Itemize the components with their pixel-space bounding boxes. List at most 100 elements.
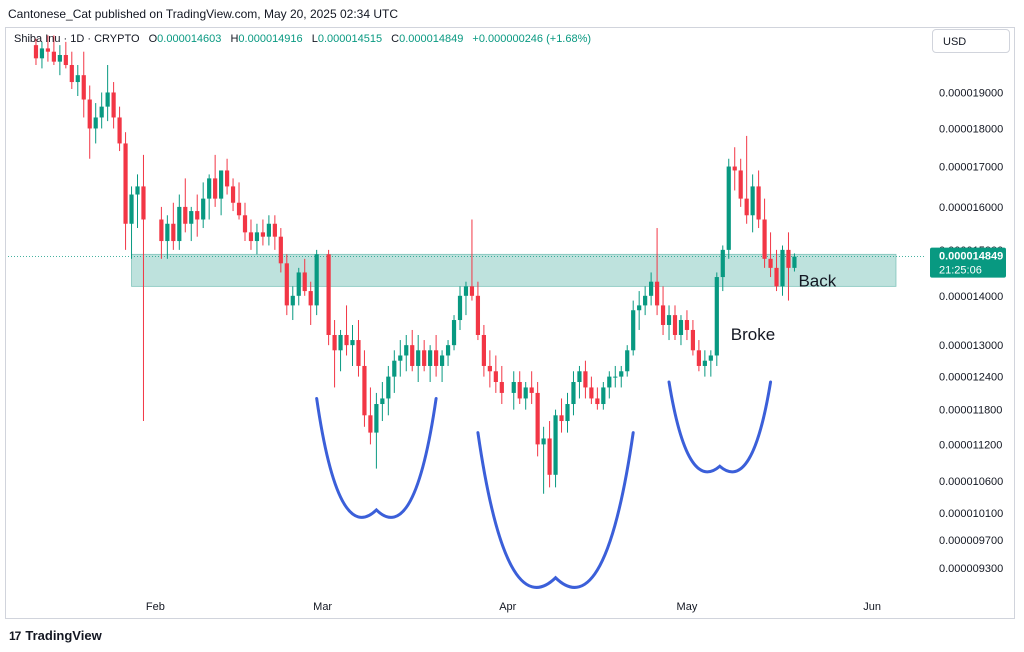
candle-body xyxy=(529,387,534,393)
candle-body xyxy=(553,415,558,475)
candle-body xyxy=(649,281,654,296)
candle-2025-01-13 xyxy=(39,41,45,69)
candle-body xyxy=(177,206,182,242)
low-value: 0.000014515 xyxy=(317,33,383,45)
candle-2025-03-26 xyxy=(469,219,475,301)
candle-2025-02-21 xyxy=(272,215,277,250)
candle-2025-03-13 xyxy=(392,350,397,393)
candle-2025-02-06 xyxy=(183,178,188,233)
candle-2025-03-24 xyxy=(457,286,463,330)
candle-2025-04-12 xyxy=(571,371,576,416)
currency-button[interactable]: USD xyxy=(932,29,1010,53)
candle-body xyxy=(201,198,206,220)
y-tick-label: 0.000017000 xyxy=(939,162,1003,174)
candle-2025-03-28 xyxy=(481,324,486,377)
candle-2025-02-28 xyxy=(314,249,319,316)
candle-2025-01-23 xyxy=(99,92,104,129)
candle-2025-02-11 xyxy=(213,154,218,207)
candle-2025-01-17 xyxy=(63,41,68,69)
candle-body xyxy=(708,355,713,361)
y-tick-label: 0.000009300 xyxy=(939,563,1003,575)
symbol-label[interactable]: Shiba Inu · 1D · CRYPTO xyxy=(14,33,140,45)
candle-2025-02-15 xyxy=(236,182,242,220)
candle-body xyxy=(702,360,707,366)
candle-2025-02-09 xyxy=(201,182,206,229)
candle-2025-02-17 xyxy=(248,219,254,250)
candle-body xyxy=(105,92,110,107)
candle-body xyxy=(386,376,391,399)
candle-body xyxy=(213,178,218,199)
candle-body xyxy=(99,106,104,118)
candle-body xyxy=(786,249,791,268)
candle-2025-04-04 xyxy=(523,382,528,410)
candle-body xyxy=(517,382,522,399)
candle-2025-01-16 xyxy=(57,45,62,76)
candle-2025-01-15 xyxy=(51,35,56,66)
candle-2025-02-04 xyxy=(171,202,176,250)
last-price-tag-price: 0.000014849 xyxy=(939,251,1003,263)
candle-2025-05-05 xyxy=(708,350,713,377)
candle-body xyxy=(499,382,504,393)
candle-2025-03-18 xyxy=(422,340,427,372)
candle-body xyxy=(224,170,230,187)
candle-2025-05-02 xyxy=(690,320,696,356)
close-value: 0.000014849 xyxy=(399,33,464,45)
candle-2025-02-14 xyxy=(230,178,236,212)
candle-body xyxy=(350,340,355,346)
candle-2025-02-16 xyxy=(242,202,248,242)
candle-body xyxy=(410,345,415,366)
candle-2025-01-28 xyxy=(129,186,134,259)
candle-body xyxy=(69,65,74,83)
candle-body xyxy=(451,320,457,346)
candle-body xyxy=(595,398,600,405)
candle-body xyxy=(254,232,260,242)
candle-2025-02-05 xyxy=(177,194,182,250)
candle-body xyxy=(720,249,725,278)
y-tick-label: 0.000013000 xyxy=(939,340,1003,352)
y-tick-label: 0.000011200 xyxy=(939,439,1002,451)
candle-2025-05-13 xyxy=(756,170,761,229)
candle-2025-04-24 xyxy=(643,286,648,316)
tradingview-branding: 17 TradingView xyxy=(9,628,102,643)
candle-body xyxy=(654,281,660,306)
change-value: +0.000000246 (+1.68%) xyxy=(472,33,592,45)
candle-2025-05-01 xyxy=(684,310,690,341)
candle-body xyxy=(117,117,122,144)
candle-2025-05-08 xyxy=(726,158,731,259)
candle-2025-03-07 xyxy=(356,320,361,377)
candle-2025-04-29 xyxy=(672,305,678,341)
y-tick-label: 0.000019000 xyxy=(939,87,1003,99)
candle-body xyxy=(165,223,170,242)
candle-body xyxy=(601,387,606,405)
candle-2025-02-12 xyxy=(219,170,224,216)
candle-body xyxy=(308,291,313,306)
candle-body xyxy=(780,249,785,287)
candle-2025-05-06 xyxy=(714,272,719,366)
candle-body xyxy=(195,211,200,220)
candle-body xyxy=(75,75,80,83)
candle-2025-03-21 xyxy=(439,350,445,383)
candle-body xyxy=(589,387,594,399)
candle-2025-04-16 xyxy=(595,387,600,410)
candle-body xyxy=(475,295,481,335)
candle-body xyxy=(296,272,301,296)
candle-2025-01-20 xyxy=(81,51,86,118)
candle-body xyxy=(768,258,773,268)
candle-2025-04-20 xyxy=(619,365,624,388)
candle-2025-04-30 xyxy=(678,315,684,346)
candle-body xyxy=(81,75,86,100)
candle-body xyxy=(135,186,140,195)
candle-body xyxy=(284,263,289,306)
candle-body xyxy=(141,186,146,220)
candle-body xyxy=(123,143,128,224)
candle-2025-04-18 xyxy=(607,371,612,399)
x-tick-label: Jun xyxy=(863,601,881,613)
candle-2025-01-30 xyxy=(141,154,146,422)
ohlc-legend: Shiba Inu · 1D · CRYPTO O0.000014603 H0.… xyxy=(14,33,591,45)
candle-2025-03-06 xyxy=(350,324,355,366)
candle-body xyxy=(696,350,701,366)
candle-2025-01-21 xyxy=(87,85,92,159)
candle-body xyxy=(613,376,618,378)
candle-body xyxy=(392,360,397,377)
